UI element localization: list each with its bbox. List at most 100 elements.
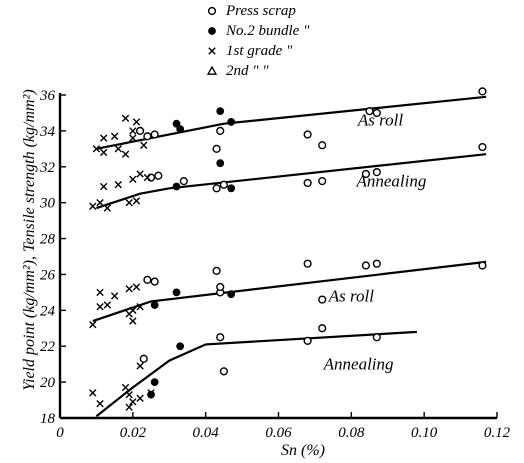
x-tick-label: 0.08 [338,425,365,441]
data-point-circle-filled [150,378,159,387]
data-point-cross [114,145,122,153]
data-point-circle-open [216,333,225,342]
data-point-cross [125,390,133,399]
data-point-circle-open [154,171,163,180]
data-point-cross [147,389,155,397]
data-point-cross [125,285,133,293]
data-point-cross [143,173,152,182]
curve-label: Annealing [355,172,426,191]
x-axis-title: Sn (%) [281,442,325,459]
data-point-cross [129,398,137,406]
data-point-cross [114,181,122,189]
data-point-circle-open [303,130,312,139]
trend-line-yield-annealing [95,330,417,418]
legend-label: 2nd " " [226,63,269,79]
data-point-circle-open [146,173,156,182]
data-point-circle-filled [176,125,185,133]
data-point-circle-open [136,126,145,135]
y-tick-label: 22 [40,339,56,355]
data-point-cross [96,198,104,207]
data-point-circle-open [372,168,381,177]
data-point-cross [121,383,130,392]
data-point-circle-filled [216,107,225,116]
data-point-circle-open [372,108,381,118]
legend-marker-cross [208,47,216,55]
data-point-circle-open [219,180,228,189]
y-tick-label: 18 [40,411,56,427]
data-point-circle-filled [227,184,236,193]
legend-marker-circle-filled [208,27,216,35]
data-point-cross [132,197,141,205]
data-point-cross [100,182,108,191]
data-point-circle-open [318,177,327,186]
data-point-circle-open [318,295,327,304]
data-point-cross [121,114,130,123]
legend-label: No.2 bundle " [225,23,310,39]
data-point-circle-open [361,261,371,270]
legend-marker-triangle-open [206,65,218,75]
data-point-circle-open [212,266,221,275]
data-point-cross [89,389,97,397]
trend-line-tensile-annealing [96,153,487,210]
data-point-cross [100,134,108,142]
data-point-circle-open [143,132,152,141]
data-point-cross [121,150,130,158]
data-point-cross [132,118,141,126]
data-point-circle-open [318,324,327,333]
x-tick-label: 0.12 [484,425,511,441]
data-point-cross [89,320,97,329]
data-point-circle-open [318,141,327,150]
data-point-cross [96,288,104,297]
data-point-circle-open [478,142,487,152]
data-point-cross [103,301,112,309]
data-point-cross [136,170,144,178]
data-point-cross [129,306,137,315]
data-point-cross [129,317,137,325]
data-point-circle-filled [227,118,236,126]
data-point-circle-filled [147,390,155,399]
data-point-circle-open [365,107,374,116]
data-point-cross [125,198,133,207]
x-tick-label: 0.06 [265,425,292,441]
data-point-circle-open [478,87,487,96]
data-point-circle-filled [227,290,236,299]
curve-annotations: As roll Annealing As roll Annealing [323,111,427,374]
data-point-cross [136,394,144,402]
data-point-circle-open [303,178,312,188]
x-tick-label: 0.02 [120,425,147,441]
data-point-cross [136,362,144,370]
data-point-circle-filled [172,119,181,128]
data-point-circle-open [372,259,381,268]
data-point-circle-open [212,144,221,153]
data-point-cross [92,145,101,153]
data-point-circle-open [219,367,228,376]
data-point-cross [110,132,119,140]
trend-line-tensile-as-roll [96,95,487,150]
x-tick-label: 0 [56,425,64,441]
y-tick-label: 24 [40,303,56,319]
legend-label: 1st grade " [226,43,293,59]
data-point-circle-open [150,277,159,286]
data-point-circle-filled [150,301,159,309]
x-tick-label: 0.04 [193,425,220,441]
data-points [89,87,487,411]
curve-label: As roll [328,286,374,305]
legend-label: Press scrap [225,3,296,19]
data-point-cross [132,283,141,291]
data-point-circle-open [478,261,487,270]
y-tick-label: 26 [40,267,56,283]
data-point-circle-open [216,282,225,292]
data-point-cross [140,141,148,149]
data-point-circle-filled [172,182,181,191]
data-point-cross [89,202,97,210]
data-point-cross [129,127,137,135]
y-tick-label: 32 [39,160,56,176]
y-tick-label: 34 [39,124,56,140]
legend-marker-circle-open [207,6,217,16]
data-point-cross [129,175,137,184]
data-point-circle-open [139,354,148,363]
data-point-circle-open [179,177,188,186]
data-point-cross [96,399,104,408]
data-point-circle-filled [216,159,225,168]
